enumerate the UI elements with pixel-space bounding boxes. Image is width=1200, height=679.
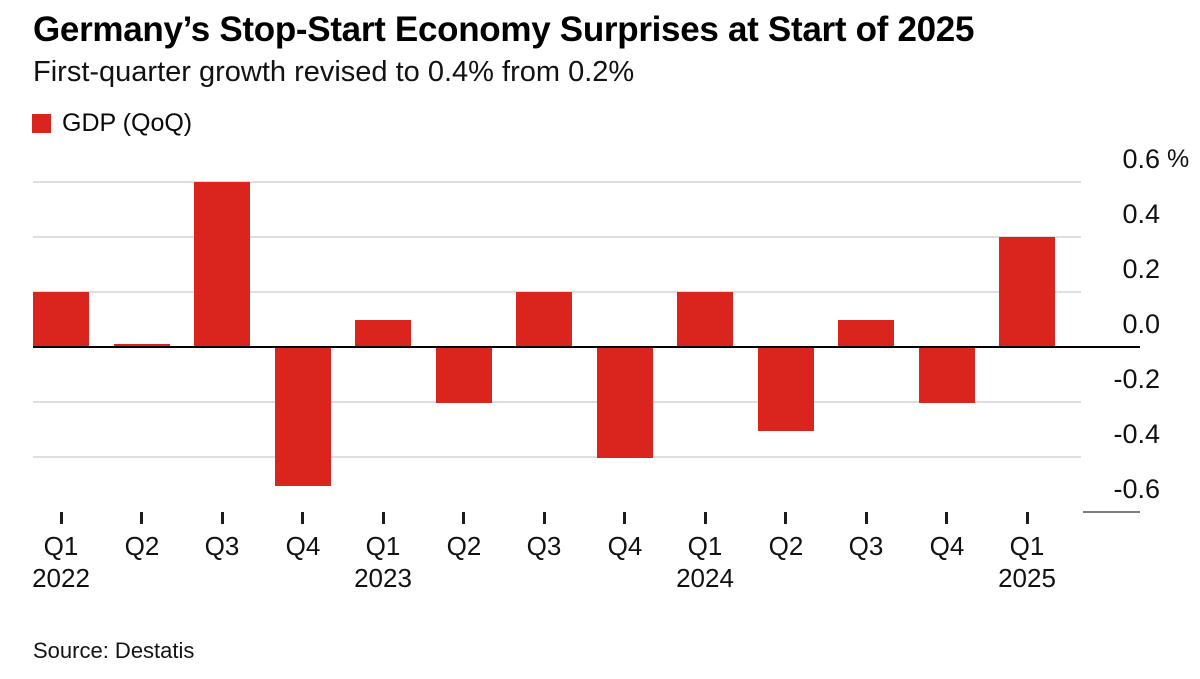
bar [677,292,733,347]
year-label: 2023 [354,563,412,593]
bar [516,292,572,347]
y-axis-label: 0.2 [1122,254,1160,284]
x-axis-label: Q1 [43,531,79,561]
x-axis-tick [1026,512,1029,524]
x-axis-tick [221,512,224,524]
bar [33,292,89,347]
y-axis-label: -0.6 [1113,474,1160,504]
x-axis-label: Q1 [1009,531,1045,561]
x-axis-tick [140,512,143,524]
year-label: 2025 [998,563,1056,593]
x-axis-tick [865,512,868,524]
y-axis-unit-label: % [1167,145,1190,173]
legend-swatch-icon [32,114,51,133]
x-axis-label: Q1 [687,531,723,561]
bar [275,348,331,486]
x-axis-label: Q2 [124,531,160,561]
year-label: 2024 [676,563,734,593]
x-axis-tick [382,512,385,524]
x-axis-label: Q4 [929,531,965,561]
y-axis-label: -0.4 [1113,419,1160,449]
gridline [33,401,1081,403]
x-axis-tick [945,512,948,524]
x-axis-tick [301,512,304,524]
axis-end-segment [1083,511,1140,513]
zero-baseline [33,346,1140,348]
bar [597,348,653,458]
bar [758,348,814,431]
y-axis-label: 0.6 [1122,144,1160,174]
x-axis-tick [784,512,787,524]
x-axis-label: Q1 [365,531,401,561]
x-axis-label: Q4 [285,531,321,561]
x-axis-label: Q3 [848,531,884,561]
gridline [33,456,1081,458]
bar [436,348,492,403]
bar [999,237,1055,347]
year-label: 2022 [32,563,90,593]
x-axis-label: Q3 [526,531,562,561]
x-axis-tick [704,512,707,524]
y-axis-label: -0.2 [1113,364,1160,394]
x-axis-label: Q3 [204,531,240,561]
bar [838,320,894,348]
gridline [33,236,1081,238]
gridline [33,181,1081,183]
bar [194,182,250,347]
x-axis-tick [462,512,465,524]
x-axis-tick [543,512,546,524]
legend: GDP (QoQ) [32,109,192,138]
bar [114,344,170,347]
chart-subtitle: First-quarter growth revised to 0.4% fro… [33,56,635,88]
source-note: Source: Destatis [33,638,195,663]
x-axis-tick [60,512,63,524]
bar [919,348,975,403]
chart-title: Germany’s Stop-Start Economy Surprises a… [33,10,975,49]
x-axis-label: Q2 [446,531,482,561]
x-axis-label: Q2 [768,531,804,561]
y-axis-label: 0.4 [1122,199,1160,229]
x-axis-label: Q4 [607,531,643,561]
x-axis-tick [623,512,626,524]
y-axis-label: 0.0 [1122,309,1160,339]
bar [355,320,411,348]
legend-label: GDP (QoQ) [62,109,193,137]
